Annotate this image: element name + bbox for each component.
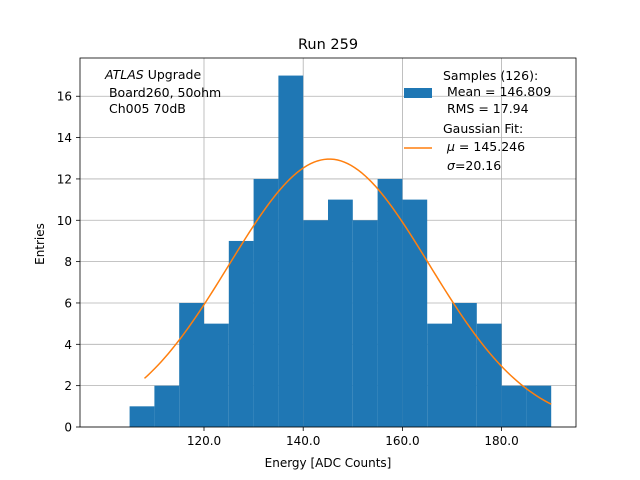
histogram-bars <box>129 75 552 428</box>
legend-samples-line-2: Mean = 146.809 <box>443 84 551 99</box>
annotation-atlas: ATLAS <box>104 67 144 82</box>
x-tick-label: 180.0 <box>484 434 518 448</box>
legend-sigma-value: =20.16 <box>455 158 501 173</box>
y-tick-label: 14 <box>57 131 72 145</box>
histogram-bar <box>129 406 155 427</box>
x-axis-label: Energy [ADC Counts] <box>265 456 392 470</box>
y-tick-label: 4 <box>64 338 72 352</box>
legend: Samples (126): Mean = 146.809 RMS = 17.9… <box>404 68 551 173</box>
x-tick-label: 120.0 <box>187 434 221 448</box>
annotation-line-1: ATLAS Upgrade <box>104 67 201 82</box>
x-tick-label: 160.0 <box>385 434 419 448</box>
y-tick-label: 10 <box>57 214 72 228</box>
y-tick-label: 12 <box>57 172 72 186</box>
legend-fit-title: Gaussian Fit: <box>443 121 523 136</box>
axes-frame <box>79 57 577 428</box>
annotation-upgrade: Upgrade <box>144 67 202 82</box>
histogram-bar <box>154 385 180 427</box>
atlas-annotation: ATLAS Upgrade Board260, 50ohm Ch005 70dB <box>104 67 221 116</box>
histogram-bar <box>328 199 353 427</box>
annotation-line-3: Ch005 70dB <box>105 101 186 116</box>
histogram-bar <box>352 220 378 427</box>
y-tick-label: 2 <box>64 379 72 393</box>
histogram-bar <box>501 385 527 427</box>
histogram-bar <box>253 178 279 427</box>
chart-title: Run 259 <box>298 37 358 53</box>
histogram-bar <box>303 220 328 427</box>
legend-fit-mu: μ = 145.246 <box>446 139 525 154</box>
histogram-bar <box>476 323 502 427</box>
x-tick-label: 140.0 <box>286 434 320 448</box>
histogram-bar <box>427 323 452 427</box>
histogram-bar <box>179 302 204 427</box>
y-tick-label: 0 <box>64 421 72 435</box>
legend-samples-patch <box>404 88 432 98</box>
histogram-bar <box>377 178 403 427</box>
x-axis-ticks: 120.0 140.0 160.0 180.0 <box>187 427 519 448</box>
y-axis-ticks: 0 2 4 6 8 10 12 14 16 <box>57 90 80 435</box>
y-tick-label: 8 <box>64 255 72 269</box>
legend-samples-line-1: Samples (126): <box>443 68 538 83</box>
histogram-bar <box>402 199 428 427</box>
legend-mu-value: = 145.246 <box>455 139 525 154</box>
y-tick-label: 16 <box>57 90 72 104</box>
legend-mu-symbol: μ <box>446 139 455 154</box>
y-tick-label: 6 <box>64 296 72 310</box>
histogram-bar <box>452 302 477 427</box>
histogram-bar <box>228 240 254 427</box>
y-axis-label: Entries <box>33 223 47 265</box>
annotation-line-2: Board260, 50ohm <box>105 85 221 100</box>
legend-samples-line-3: RMS = 17.94 <box>443 101 529 116</box>
gaussian-fit-curve <box>143 158 552 405</box>
legend-fit-sigma: σ=20.16 <box>447 158 501 173</box>
legend-sigma-symbol: σ <box>447 158 456 173</box>
histogram-bar <box>204 323 229 427</box>
histogram-bar <box>278 75 304 428</box>
